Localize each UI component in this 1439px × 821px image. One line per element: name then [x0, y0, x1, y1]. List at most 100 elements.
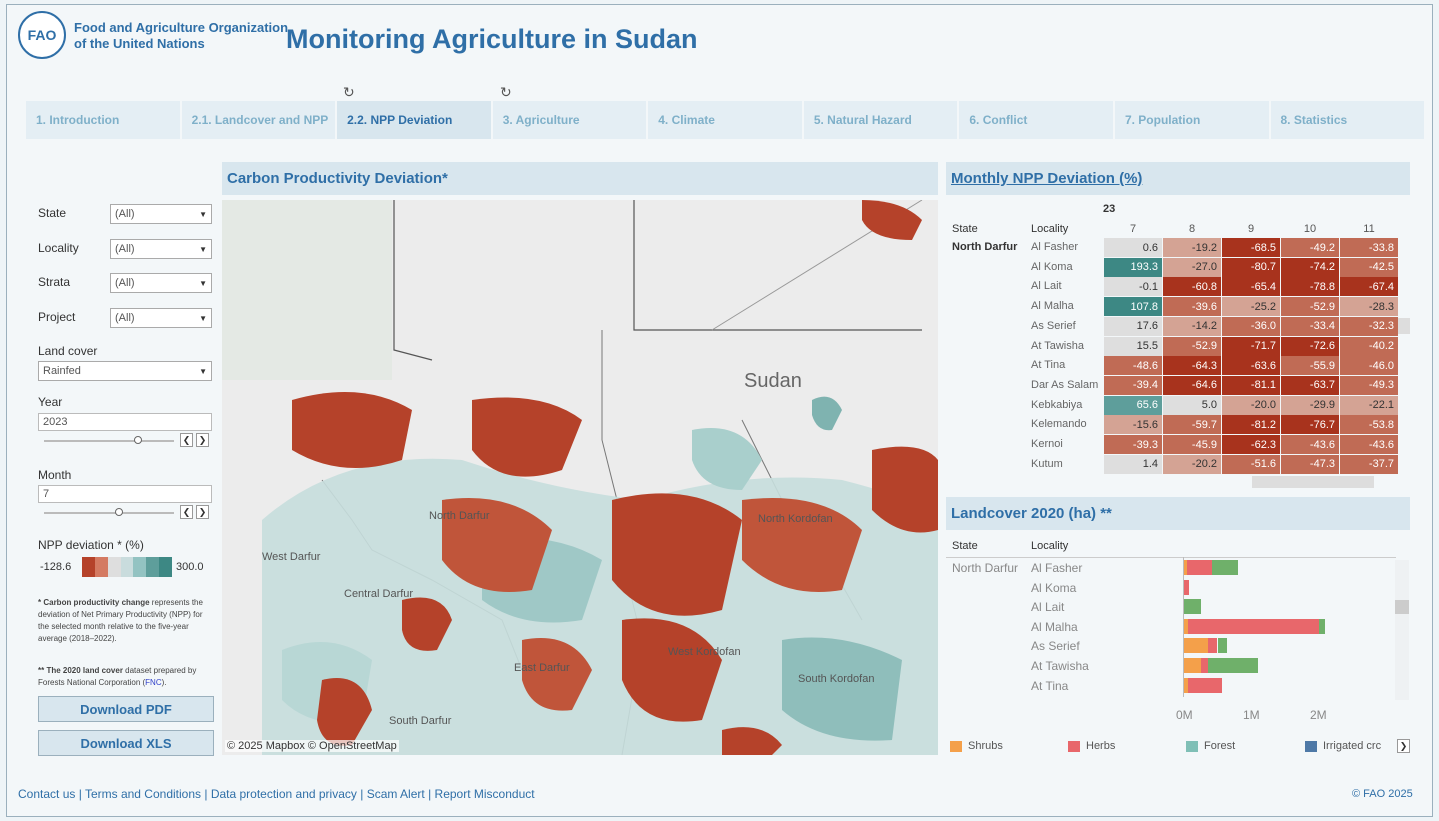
heatmap-cell[interactable]: -64.3 — [1163, 356, 1221, 376]
heatmap-cell[interactable]: -45.9 — [1163, 435, 1221, 454]
heatmap-cell[interactable]: -32.3 — [1340, 316, 1398, 336]
tab-statistics[interactable]: 8. Statistics — [1270, 101, 1425, 139]
tab-natural-hazard[interactable]: 5. Natural Hazard — [803, 101, 958, 139]
heatmap-cell[interactable]: -15.6 — [1104, 415, 1162, 435]
heatmap-cell[interactable]: -36.0 — [1222, 316, 1280, 336]
heatmap-locality[interactable]: Kutum — [1031, 457, 1063, 470]
year-slider-handle[interactable] — [133, 436, 142, 444]
heatmap-cell[interactable]: -48.6 — [1104, 356, 1162, 376]
heatmap-cell[interactable]: -46.0 — [1340, 356, 1398, 376]
year-input[interactable]: 2023 — [38, 413, 212, 431]
landcover-locality[interactable]: Al Koma — [1031, 580, 1077, 595]
project-select[interactable]: (All) ▼ — [110, 308, 212, 328]
landcover-bar-forest[interactable] — [1208, 658, 1258, 673]
landcover-bar-herbs[interactable] — [1208, 638, 1218, 654]
fnc-link[interactable]: FNC — [145, 678, 162, 687]
tab-population[interactable]: 7. Population — [1114, 101, 1269, 139]
heatmap-cell[interactable]: -33.4 — [1281, 316, 1339, 336]
heatmap-cell[interactable]: -42.5 — [1340, 257, 1398, 277]
landcover-scrollbar[interactable] — [1395, 560, 1409, 700]
heatmap-title[interactable]: Monthly NPP Deviation (%) — [946, 162, 1410, 195]
heatmap-cell[interactable]: -22.1 — [1340, 395, 1398, 415]
heatmap-cell[interactable]: -20.0 — [1222, 395, 1280, 415]
landcover-bar-herbs[interactable] — [1188, 618, 1320, 634]
heatmap-cell[interactable]: -81.1 — [1222, 375, 1280, 395]
heatmap-cell[interactable]: -29.9 — [1281, 395, 1339, 415]
year-slider-track[interactable] — [44, 436, 174, 444]
landcover-bar-shrubs[interactable] — [1184, 618, 1189, 634]
heatmap-cell[interactable]: -68.5 — [1222, 238, 1280, 257]
heatmap-cell[interactable]: -74.2 — [1281, 257, 1339, 277]
reset-icon[interactable]: ↻ — [500, 84, 512, 100]
heatmap-cell[interactable]: -39.3 — [1104, 435, 1162, 454]
heatmap-cell[interactable]: 193.3 — [1104, 257, 1162, 277]
landcover-bar-shrubs[interactable] — [1184, 560, 1187, 575]
landcover-locality[interactable]: Al Fasher — [1031, 561, 1083, 575]
heatmap-locality[interactable]: Kernoi — [1031, 438, 1063, 450]
heatmap-cell[interactable]: -51.6 — [1222, 454, 1280, 474]
heatmap-cell[interactable]: -80.7 — [1222, 257, 1280, 277]
heatmap-cell[interactable]: -49.3 — [1340, 375, 1398, 395]
heatmap-cell[interactable]: -14.2 — [1163, 316, 1221, 336]
month-slider-handle[interactable] — [115, 508, 124, 516]
heatmap-cell[interactable]: -28.3 — [1340, 297, 1398, 317]
landcover-bar-herbs[interactable] — [1188, 677, 1222, 693]
heatmap-cell[interactable]: -40.2 — [1340, 336, 1398, 356]
landcover-bar-forest[interactable] — [1217, 638, 1227, 654]
heatmap-cell[interactable]: -39.4 — [1104, 375, 1162, 395]
download-pdf-button[interactable]: Download PDF — [38, 696, 214, 722]
heatmap-locality[interactable]: Dar As Salam — [1031, 378, 1099, 391]
heatmap-cell[interactable]: -20.2 — [1163, 454, 1221, 474]
heatmap-cell[interactable]: -43.6 — [1281, 435, 1339, 454]
landcover-bar-forest[interactable] — [1319, 618, 1325, 634]
landcover-locality[interactable]: Al Lait — [1031, 600, 1065, 615]
heatmap-cell[interactable]: -25.2 — [1222, 297, 1280, 317]
landcover-select[interactable]: Rainfed ▼ — [38, 361, 212, 381]
heatmap-cell[interactable]: -76.7 — [1281, 415, 1339, 435]
heatmap-cell[interactable]: -52.9 — [1163, 336, 1221, 356]
reset-icon[interactable]: ↻ — [343, 84, 355, 100]
heatmap-locality[interactable]: Al Malha — [1031, 300, 1074, 313]
heatmap-cell[interactable]: -43.6 — [1340, 435, 1398, 454]
heatmap-locality[interactable]: At Tawisha — [1031, 339, 1084, 352]
footer-link-terms[interactable]: Terms and Conditions — [84, 787, 202, 801]
heatmap-cell[interactable]: -39.6 — [1163, 297, 1221, 317]
month-slider-track[interactable] — [44, 508, 174, 516]
npp-deviation-map[interactable]: Sudan North Darfur West Darfur Central D… — [222, 200, 938, 755]
footer-link-misconduct[interactable]: Report Misconduct — [434, 787, 535, 801]
landcover-bar-herbs[interactable] — [1201, 658, 1209, 673]
tab-agriculture[interactable]: 3. Agriculture — [492, 101, 647, 139]
heatmap-cell[interactable]: 65.6 — [1104, 395, 1162, 415]
landcover-bar-forest[interactable] — [1184, 599, 1202, 615]
landcover-locality[interactable]: At Tawisha — [1031, 659, 1089, 673]
heatmap-scrollbar[interactable] — [1398, 318, 1410, 334]
locality-select[interactable]: (All) ▼ — [110, 239, 212, 259]
heatmap-cell[interactable]: -65.4 — [1222, 277, 1280, 297]
year-next-button[interactable]: ❯ — [196, 433, 209, 447]
heatmap-cell[interactable]: 107.8 — [1104, 297, 1162, 317]
footer-link-privacy[interactable]: Data protection and privacy — [210, 787, 357, 801]
heatmap-locality[interactable]: As Serief — [1031, 319, 1076, 332]
month-next-button[interactable]: ❯ — [196, 505, 209, 519]
heatmap-cell[interactable]: -19.2 — [1163, 238, 1221, 257]
landcover-locality[interactable]: Al Malha — [1031, 619, 1078, 634]
landcover-bar-shrubs[interactable] — [1184, 658, 1202, 673]
heatmap-cell[interactable]: -33.8 — [1340, 238, 1398, 257]
heatmap-cell[interactable]: -47.3 — [1281, 454, 1339, 474]
heatmap-cell[interactable]: -63.6 — [1222, 356, 1280, 376]
heatmap-cell[interactable]: 1.4 — [1104, 454, 1162, 474]
tab-npp-deviation[interactable]: 2.2. NPP Deviation — [337, 101, 491, 139]
heatmap-cell[interactable]: -71.7 — [1222, 336, 1280, 356]
heatmap-cell[interactable]: -60.8 — [1163, 277, 1221, 297]
heatmap-cell[interactable]: -52.9 — [1281, 297, 1339, 317]
heatmap-cell[interactable]: -67.4 — [1340, 277, 1398, 297]
heatmap-h-scrollbar[interactable] — [1252, 476, 1374, 488]
heatmap-cell[interactable]: -49.2 — [1281, 238, 1339, 257]
heatmap-cell[interactable]: -37.7 — [1340, 454, 1398, 474]
month-input[interactable]: 7 — [38, 485, 212, 503]
heatmap-locality[interactable]: Al Koma — [1031, 260, 1073, 273]
month-prev-button[interactable]: ❮ — [180, 505, 193, 519]
landcover-bar-herbs[interactable] — [1186, 560, 1213, 575]
heatmap-locality[interactable]: Kebkabiya — [1031, 398, 1083, 411]
heatmap-cell[interactable]: -27.0 — [1163, 257, 1221, 277]
